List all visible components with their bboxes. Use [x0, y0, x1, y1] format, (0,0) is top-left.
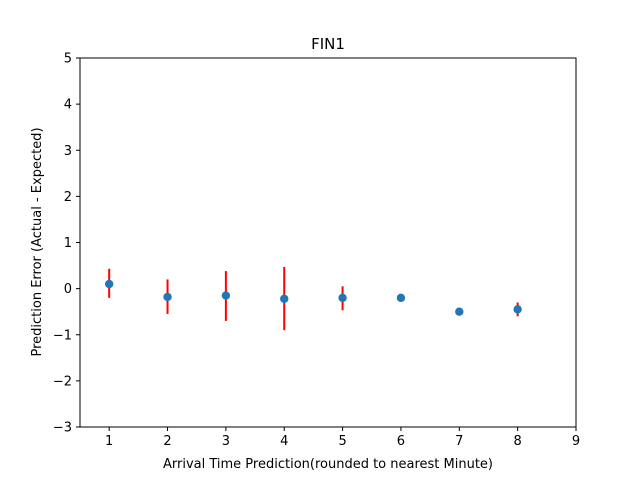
- x-tick-label-2: 2: [163, 434, 171, 449]
- x-tick-label-9: 9: [572, 434, 580, 449]
- x-tick-label-5: 5: [338, 434, 346, 449]
- y-tick-label-7: 4: [64, 98, 72, 113]
- x-axis-ticks: 1 2 3 4 5 6 7 8 9: [105, 427, 580, 449]
- x-tick-label-7: 7: [455, 434, 463, 449]
- data-point-8: [513, 305, 522, 314]
- data-point-6: [396, 293, 406, 303]
- data-point-2: [163, 292, 172, 302]
- y-tick-label-0: −3: [53, 421, 72, 436]
- x-tick-label-6: 6: [397, 434, 405, 449]
- y-tick-label-3: 0: [64, 282, 72, 297]
- y-axis-label: Prediction Error (Actual - Expected): [30, 127, 45, 356]
- y-tick-label-8: 5: [64, 52, 72, 67]
- chart-title: FIN1: [311, 35, 345, 53]
- y-tick-label-2: −1: [53, 328, 72, 343]
- y-tick-label-1: −2: [53, 374, 72, 389]
- x-tick-label-8: 8: [514, 434, 522, 449]
- x-tick-label-3: 3: [222, 434, 230, 449]
- data-point-3: [221, 291, 231, 300]
- x-tick-label-4: 4: [280, 434, 288, 449]
- y-axis-ticks: −3 −2 −1 0 1 2 3 4 5: [53, 52, 80, 436]
- y-tick-label-5: 2: [64, 190, 72, 205]
- y-tick-label-4: 1: [64, 236, 72, 251]
- data-points: [104, 279, 522, 316]
- data-point-4: [280, 294, 289, 303]
- x-tick-label-1: 1: [105, 434, 113, 449]
- data-point-5: [338, 293, 347, 303]
- x-axis-label: Arrival Time Prediction(rounded to neare…: [163, 457, 493, 472]
- y-tick-label-6: 3: [64, 144, 72, 159]
- data-point-1: [104, 279, 114, 289]
- data-point-7: [455, 307, 464, 316]
